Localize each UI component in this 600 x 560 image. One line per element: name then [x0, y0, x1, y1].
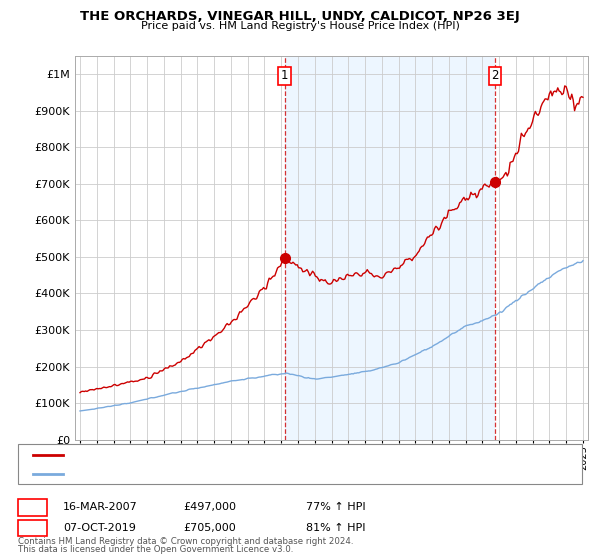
Text: £705,000: £705,000 — [183, 523, 236, 533]
Text: 2: 2 — [491, 69, 499, 82]
Text: £497,000: £497,000 — [183, 502, 236, 512]
Text: HPI: Average price, detached house, Monmouthshire: HPI: Average price, detached house, Monm… — [69, 469, 331, 479]
Text: 07-OCT-2019: 07-OCT-2019 — [63, 523, 136, 533]
Text: 1: 1 — [29, 501, 36, 514]
Text: This data is licensed under the Open Government Licence v3.0.: This data is licensed under the Open Gov… — [18, 545, 293, 554]
Text: Price paid vs. HM Land Registry's House Price Index (HPI): Price paid vs. HM Land Registry's House … — [140, 21, 460, 31]
Text: THE ORCHARDS, VINEGAR HILL, UNDY, CALDICOT, NP26 3EJ (detached house): THE ORCHARDS, VINEGAR HILL, UNDY, CALDIC… — [69, 450, 457, 460]
Text: 2: 2 — [29, 521, 36, 535]
Text: 16-MAR-2007: 16-MAR-2007 — [63, 502, 138, 512]
Text: 81% ↑ HPI: 81% ↑ HPI — [306, 523, 365, 533]
Text: Contains HM Land Registry data © Crown copyright and database right 2024.: Contains HM Land Registry data © Crown c… — [18, 537, 353, 546]
Bar — [284, 56, 495, 440]
Text: THE ORCHARDS, VINEGAR HILL, UNDY, CALDICOT, NP26 3EJ: THE ORCHARDS, VINEGAR HILL, UNDY, CALDIC… — [80, 10, 520, 23]
Text: 77% ↑ HPI: 77% ↑ HPI — [306, 502, 365, 512]
Text: 1: 1 — [281, 69, 289, 82]
